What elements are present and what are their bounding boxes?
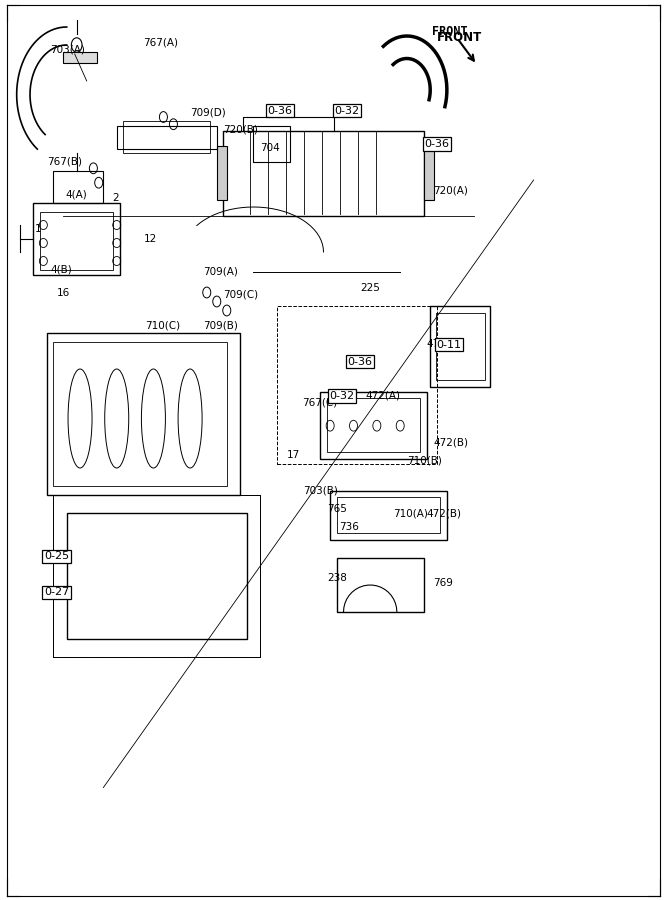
Bar <box>430 306 490 387</box>
Bar <box>53 495 260 657</box>
Bar <box>223 130 424 216</box>
Bar <box>327 398 420 452</box>
Bar <box>253 126 290 162</box>
Text: 710(B): 710(B) <box>407 455 442 466</box>
Text: 0-36: 0-36 <box>348 356 373 367</box>
Text: 704: 704 <box>260 142 280 153</box>
Text: 709(B): 709(B) <box>203 320 238 331</box>
Text: 709(A): 709(A) <box>203 266 238 277</box>
Text: 472(B): 472(B) <box>427 338 462 349</box>
Text: 4(A): 4(A) <box>65 189 87 200</box>
Bar <box>53 171 103 202</box>
Bar <box>277 306 437 464</box>
Text: 767(B): 767(B) <box>47 157 81 167</box>
Bar <box>217 146 227 200</box>
Bar <box>40 212 113 270</box>
Text: 720(B): 720(B) <box>223 124 258 135</box>
Bar <box>53 342 227 486</box>
Bar <box>320 392 427 459</box>
Text: 238: 238 <box>327 572 347 583</box>
Bar <box>436 313 485 380</box>
Text: 710(A): 710(A) <box>394 508 428 518</box>
Text: 0-36: 0-36 <box>424 139 450 149</box>
Text: 2: 2 <box>112 193 119 203</box>
Text: 736: 736 <box>339 522 359 533</box>
Text: 710(C): 710(C) <box>145 320 181 331</box>
Bar <box>67 513 247 639</box>
Bar <box>123 122 210 153</box>
Bar <box>47 333 240 495</box>
Text: 4(B): 4(B) <box>50 265 72 275</box>
Bar <box>337 497 440 533</box>
Text: 472(A): 472(A) <box>366 391 400 401</box>
Text: 720(A): 720(A) <box>434 185 468 196</box>
Text: 703(B): 703(B) <box>303 485 338 496</box>
Bar <box>337 558 424 612</box>
Text: FRONT: FRONT <box>432 25 468 38</box>
Text: 769: 769 <box>434 578 454 589</box>
Text: 225: 225 <box>360 283 380 293</box>
Bar <box>330 491 447 540</box>
Text: 1: 1 <box>35 224 41 235</box>
Text: 12: 12 <box>143 233 157 244</box>
Text: 709(C): 709(C) <box>223 289 259 300</box>
Bar <box>117 126 217 148</box>
Text: 0-32: 0-32 <box>329 391 355 401</box>
Bar <box>63 52 97 63</box>
Bar <box>424 146 434 200</box>
Text: 0-27: 0-27 <box>44 587 69 598</box>
Text: 472(B): 472(B) <box>434 437 468 448</box>
Bar <box>53 495 260 657</box>
Text: FRONT: FRONT <box>437 32 482 44</box>
Text: 472(B): 472(B) <box>427 508 462 518</box>
Text: 767(A): 767(A) <box>143 37 178 48</box>
Text: 0-32: 0-32 <box>334 105 360 116</box>
Text: 0-36: 0-36 <box>267 105 293 116</box>
Text: 767(C): 767(C) <box>302 397 338 408</box>
Text: 765: 765 <box>327 503 347 514</box>
Text: 709(D): 709(D) <box>190 107 226 118</box>
Text: 16: 16 <box>57 288 70 299</box>
Text: 0-11: 0-11 <box>436 339 462 350</box>
Text: 703(A): 703(A) <box>50 44 85 55</box>
Text: 0-25: 0-25 <box>44 551 69 562</box>
Text: 17: 17 <box>287 449 300 460</box>
Bar <box>33 202 120 274</box>
